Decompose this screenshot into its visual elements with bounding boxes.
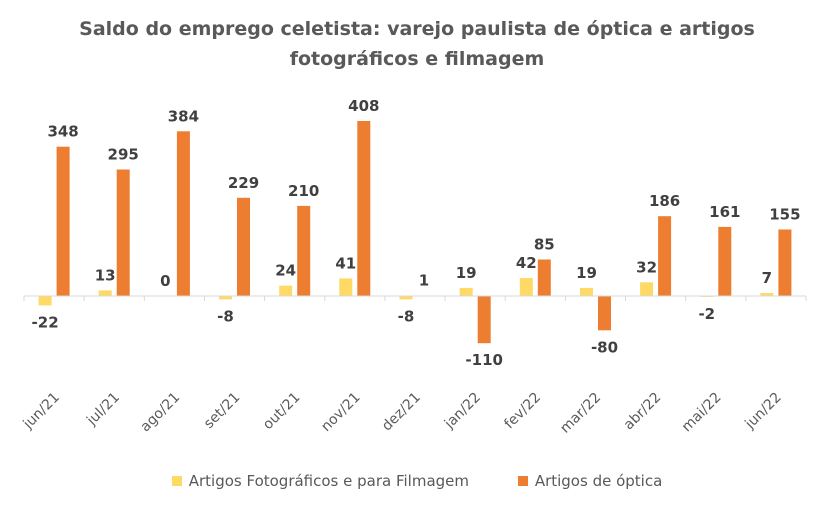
x-tick-label: jul/21 bbox=[83, 390, 123, 430]
legend-item-fotograficos: Artigos Fotográficos e para Filmagem bbox=[171, 472, 470, 490]
bar-optica bbox=[357, 121, 371, 296]
legend-swatch-optica bbox=[517, 476, 528, 486]
data-label: 24 bbox=[275, 262, 296, 280]
data-label: 0 bbox=[160, 272, 170, 290]
bar-fotograficos bbox=[339, 278, 353, 296]
bar-optica bbox=[477, 296, 491, 344]
x-tick-label: fev/22 bbox=[501, 390, 544, 433]
data-label: 155 bbox=[769, 206, 800, 224]
data-label: 85 bbox=[534, 236, 555, 254]
data-label: 7 bbox=[762, 269, 772, 287]
data-label: 42 bbox=[516, 254, 537, 272]
data-label: 186 bbox=[649, 192, 680, 210]
x-tick-label: dez/21 bbox=[379, 390, 424, 435]
bar-fotograficos bbox=[219, 296, 232, 300]
legend-label-fotograficos: Artigos Fotográficos e para Filmagem bbox=[188, 472, 470, 490]
legend: Artigos Fotográficos e para Filmagem Art… bbox=[0, 472, 834, 490]
x-tick-label: out/21 bbox=[260, 390, 303, 433]
x-tick-label: abr/22 bbox=[621, 390, 665, 434]
data-label: -2 bbox=[698, 305, 715, 323]
bar-optica bbox=[116, 169, 130, 296]
x-tick-label: mar/22 bbox=[557, 390, 604, 437]
data-label: 41 bbox=[335, 254, 356, 272]
bar-optica bbox=[778, 229, 792, 296]
legend-item-optica: Artigos de óptica bbox=[517, 472, 663, 490]
bar-fotograficos bbox=[399, 296, 413, 300]
chart-title-line-1: Saldo do emprego celetista: varejo pauli… bbox=[79, 18, 755, 40]
bar-fotograficos bbox=[279, 285, 293, 296]
data-label: -110 bbox=[465, 351, 503, 369]
bar-optica bbox=[598, 296, 611, 331]
bar-fotograficos bbox=[640, 282, 654, 296]
x-tick-label: ago/21 bbox=[138, 390, 184, 436]
data-label: 210 bbox=[288, 182, 319, 200]
bar-optica bbox=[237, 197, 250, 296]
data-label: 384 bbox=[168, 107, 199, 125]
x-tick-label: mai/22 bbox=[679, 390, 725, 436]
data-label: 295 bbox=[108, 146, 139, 164]
x-tick-label: jun/22 bbox=[741, 390, 784, 433]
data-label: -22 bbox=[32, 313, 59, 331]
data-label: 229 bbox=[228, 174, 259, 192]
data-label: 32 bbox=[636, 258, 657, 276]
data-label: -8 bbox=[398, 307, 415, 325]
data-label: 19 bbox=[576, 264, 597, 282]
bar-optica bbox=[176, 131, 190, 296]
data-label: 19 bbox=[456, 264, 477, 282]
bar-optica bbox=[658, 216, 672, 296]
data-label: -80 bbox=[591, 338, 618, 356]
data-label: 1 bbox=[419, 272, 429, 290]
chart-title-line-2: fotográficos e filmagem bbox=[289, 48, 545, 70]
data-label: 161 bbox=[709, 203, 740, 221]
bar-fotograficos bbox=[98, 290, 112, 296]
data-label: 408 bbox=[348, 97, 379, 115]
bar-fotograficos bbox=[459, 287, 473, 296]
x-tick-label: jun/21 bbox=[20, 390, 63, 433]
bar-optica bbox=[537, 259, 551, 296]
bar-optica bbox=[718, 226, 732, 296]
bar-fotograficos bbox=[519, 278, 533, 296]
data-label: 13 bbox=[95, 266, 116, 284]
x-tick-label: nov/21 bbox=[318, 390, 363, 435]
legend-swatch-fotograficos bbox=[171, 476, 182, 486]
legend-label-optica: Artigos de óptica bbox=[534, 472, 663, 490]
chart-title: Saldo do emprego celetista: varejo pauli… bbox=[0, 14, 834, 74]
bar-fotograficos bbox=[580, 287, 593, 296]
data-label: 348 bbox=[47, 123, 78, 141]
data-label: -8 bbox=[217, 307, 234, 325]
bar-optica bbox=[297, 205, 311, 296]
bar-optica bbox=[56, 146, 70, 296]
bar-fotograficos bbox=[38, 296, 52, 306]
bar-fotograficos bbox=[760, 293, 774, 296]
x-tick-label: jan/22 bbox=[441, 390, 484, 433]
x-tick-label: set/21 bbox=[201, 390, 243, 432]
